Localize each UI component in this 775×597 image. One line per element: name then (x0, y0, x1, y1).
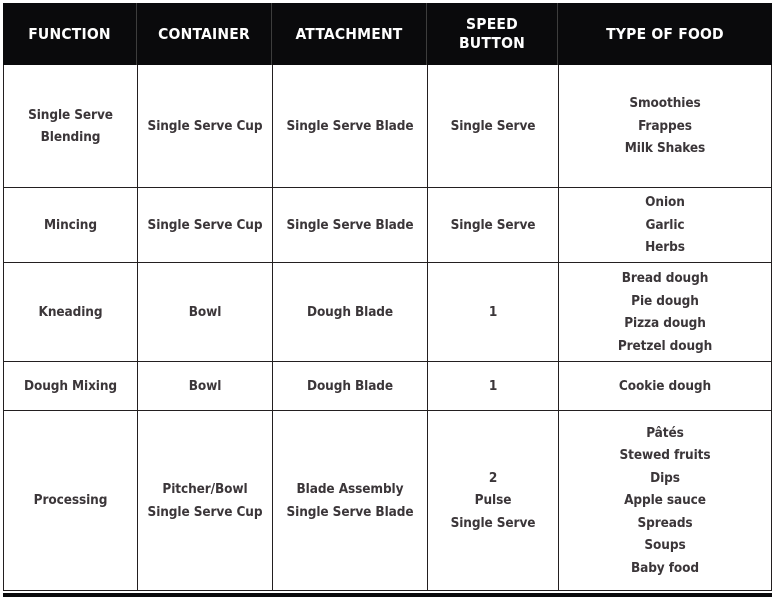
cell-speed-button: Single Serve (428, 188, 559, 262)
column-header-attachment: ATTACHMENT (272, 3, 427, 65)
cell-function: Single Serve Blending (4, 65, 138, 187)
cell-container: Pitcher/Bowl Single Serve Cup (138, 411, 273, 590)
cell-type-of-food: Pâtés Stewed fruits Dips Apple sauce Spr… (559, 411, 772, 590)
cell-function: Processing (4, 411, 138, 590)
table-header-row: FUNCTION CONTAINER ATTACHMENT SPEED BUTT… (3, 3, 772, 65)
column-header-type-of-food: TYPE OF FOOD (558, 3, 772, 65)
cell-type-of-food: Onion Garlic Herbs (559, 188, 772, 262)
table-row-mincing: Mincing Single Serve Cup Single Serve Bl… (3, 188, 772, 263)
column-header-function: FUNCTION (3, 3, 137, 65)
cell-attachment: Single Serve Blade (273, 188, 428, 262)
cell-container: Single Serve Cup (138, 65, 273, 187)
cell-function: Kneading (4, 263, 138, 361)
cell-container: Bowl (138, 263, 273, 361)
cell-type-of-food: Bread dough Pie dough Pizza dough Pretze… (559, 263, 772, 361)
table-row-dough-mixing: Dough Mixing Bowl Dough Blade 1 Cookie d… (3, 362, 772, 411)
cell-attachment: Blade Assembly Single Serve Blade (273, 411, 428, 590)
cell-speed-button: Single Serve (428, 65, 559, 187)
cell-function: Mincing (4, 188, 138, 262)
column-header-speed-button: SPEED BUTTON (427, 3, 558, 65)
column-header-container: CONTAINER (137, 3, 272, 65)
cell-attachment: Dough Blade (273, 362, 428, 410)
next-table-header-partial (3, 593, 772, 597)
cell-attachment: Dough Blade (273, 263, 428, 361)
table-row-kneading: Kneading Bowl Dough Blade 1 Bread dough … (3, 263, 772, 362)
table-row-single-serve-blending: Single Serve Blending Single Serve Cup S… (3, 65, 772, 188)
cell-type-of-food: Smoothies Frappes Milk Shakes (559, 65, 772, 187)
cell-speed-button: 1 (428, 362, 559, 410)
cell-attachment: Single Serve Blade (273, 65, 428, 187)
table-row-processing: Processing Pitcher/Bowl Single Serve Cup… (3, 411, 772, 591)
function-table: FUNCTION CONTAINER ATTACHMENT SPEED BUTT… (3, 3, 772, 597)
cell-type-of-food: Cookie dough (559, 362, 772, 410)
cell-function: Dough Mixing (4, 362, 138, 410)
cell-speed-button: 1 (428, 263, 559, 361)
table-bottom-gap (3, 591, 772, 593)
cell-container: Bowl (138, 362, 273, 410)
cell-container: Single Serve Cup (138, 188, 273, 262)
cell-speed-button: 2 Pulse Single Serve (428, 411, 559, 590)
